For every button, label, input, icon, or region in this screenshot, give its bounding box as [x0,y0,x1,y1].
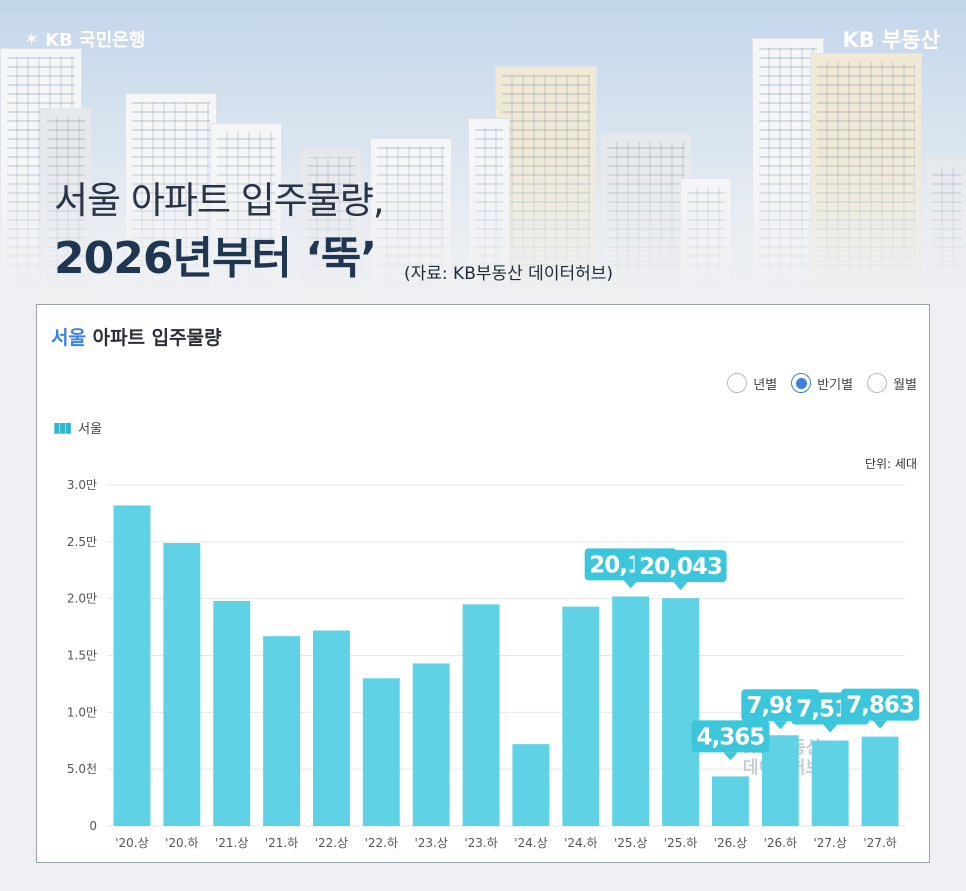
hero-fade [0,0,966,300]
y-tick-label: 3.0만 [67,478,97,492]
radio-yearly[interactable]: 년별 [727,373,777,393]
y-tick-label: 2.0만 [67,592,97,606]
bar [662,598,700,826]
period-selector: 년별 반기별 월별 [727,373,917,393]
x-tick-label: '20.상 [115,836,148,850]
x-tick-label: '27.하 [863,836,896,850]
y-axis: 0 5.0천 1.0만 1.5만 2.0만 2.5만 3.0만 [67,478,97,833]
data-label-pointer [723,752,738,761]
y-tick-label: 5.0천 [67,761,97,776]
bar [612,596,650,826]
radio-circle-icon[interactable] [727,373,748,393]
hero-banner: ✶ KB 국민은행 KB 부동산 서울 아파트 입주물량, 2026년부터 ‘뚝… [0,0,966,300]
x-tick-label: '26.하 [764,836,797,850]
bar [811,740,849,826]
radio-half-yearly[interactable]: 반기별 [791,373,853,393]
card-title: 서울 아파트 입주물량 [51,323,222,350]
x-tick-label: '23.하 [464,836,497,850]
unit-label: 단위: 세대 [864,457,917,471]
x-tick-label: '25.상 [614,836,647,850]
bar [362,678,400,826]
bar [312,630,350,826]
bar [861,736,899,826]
series-tag-label: 서울 [78,422,103,437]
x-tick-label: '22.상 [315,836,348,850]
x-tick-label: '22.하 [365,836,398,850]
bar [163,542,201,826]
data-label-pointer [673,582,688,591]
data-label-callout: 7,863 [841,688,920,729]
x-tick-label: '24.하 [564,836,597,850]
star-logo-icon: ✶ [24,28,40,50]
data-label: 4,365 [697,724,765,750]
bar [412,663,450,826]
data-label-pointer [773,721,788,730]
data-label-callout: 20,043 [634,550,727,591]
data-label-pointer [873,720,888,729]
bar-chart-icon: ▮▮▮ [53,419,72,436]
kb-bank-logo: ✶ KB 국민은행 [24,26,145,52]
source-note: (자료: KB부동산 데이터허브) [404,264,614,284]
y-tick-label: 1.5만 [67,649,97,663]
kb-realestate-logo: KB 부동산 [842,28,940,52]
x-axis: '20.상 '20.하 '21.상 '21.하 '22.상 '22.하 '23.상 '23.하… [115,836,897,850]
data-label-box [841,688,920,721]
series-tag[interactable]: ▮▮▮ 서울 [53,418,103,438]
x-tick-label: '25.하 [664,836,697,850]
data-label-box [691,720,770,753]
x-tick-label: '26.상 [714,836,747,850]
data-label-pointer [823,724,838,733]
bar [462,604,500,826]
x-tick-label: '21.하 [265,836,298,850]
x-tick-label: '21.상 [215,836,248,850]
y-tick-label: 2.5만 [67,535,97,549]
bar [213,600,251,826]
radio-circle-icon[interactable] [867,373,888,393]
x-tick-label: '24.상 [514,836,547,850]
radio-label: 년별 [753,377,778,393]
radio-circle-selected-icon[interactable] [791,373,812,393]
card-title-region: 서울 [51,327,86,349]
data-label-callout: 4,365 [691,720,770,761]
y-tick-label: 0 [89,819,97,833]
x-tick-label: '27.상 [813,836,846,850]
bar [512,744,550,826]
bar [113,505,151,826]
bar [711,776,749,826]
card-title-rest: 아파트 입주물량 [85,327,222,349]
data-label-box [634,550,727,583]
y-tick-label: 1.0만 [67,705,97,719]
headline-line1: 서울 아파트 입주물량, [54,179,385,222]
data-label: 7,863 [846,693,914,719]
radio-label: 월별 [893,377,917,393]
radio-monthly[interactable]: 월별 [867,373,917,393]
kb-bank-logo-text: KB 국민은행 [45,30,146,51]
bar [263,636,301,826]
data-label-pointer [623,580,638,589]
x-tick-label: '23.상 [414,836,447,850]
radio-label: 반기별 [817,377,854,393]
x-tick-label: '20.하 [165,836,198,850]
headline-line2: 2026년부터 ‘뚝’ [54,233,377,284]
bar [562,606,600,826]
chart-card: 서울 아파트 입주물량 년별 반기별 월별 ▮▮▮ 서울 단위: 세대 0 5.0… [36,304,930,863]
data-label: 20,043 [639,554,722,580]
